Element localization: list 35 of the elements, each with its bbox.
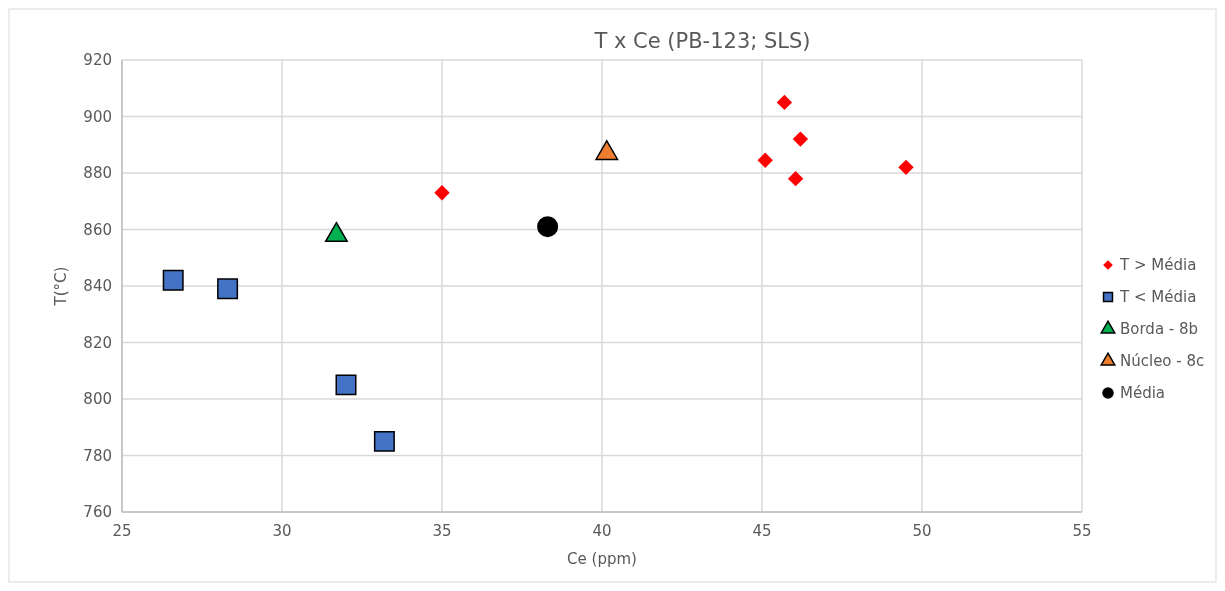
point [335,374,357,396]
y-tick-label: 760 [83,503,112,522]
point [792,131,809,147]
point [537,216,559,238]
point [373,430,395,452]
point [217,278,239,300]
y-tick-label: 820 [83,333,112,352]
y-tick-label: 880 [83,164,112,183]
y-tick-label: 920 [83,51,112,70]
legend-label: T < Média [1119,288,1197,307]
legend-label: T > Média [1119,256,1197,275]
x-tick-label: 25 [112,522,132,540]
chart-title: T x Ce (PB-123; SLS) [593,29,811,53]
x-tick-label: 45 [752,522,772,540]
y-tick-label: 800 [83,390,112,409]
legend-label: Borda - 8b [1120,320,1199,339]
x-tick-label: 30 [272,522,292,540]
y-tick-label: 780 [83,446,112,465]
y-tick-label: 900 [83,107,112,126]
x-tick-label: 40 [592,522,612,540]
legend-label: Núcleo - 8c [1120,352,1205,371]
point [162,269,184,291]
point [776,94,793,111]
y-tick-label: 860 [83,220,112,239]
x-tick-label: 50 [912,522,932,540]
y-tick-label: 840 [83,277,112,296]
point [787,170,804,187]
x-axis-title: Ce (ppm) [567,550,637,568]
x-tick-label: 35 [432,522,452,540]
y-axis-title: T(°C) [52,266,70,307]
point [898,159,914,176]
x-tick-label: 55 [1072,522,1092,540]
legend-label: Média [1120,384,1166,403]
point [757,152,773,168]
point [434,185,450,201]
